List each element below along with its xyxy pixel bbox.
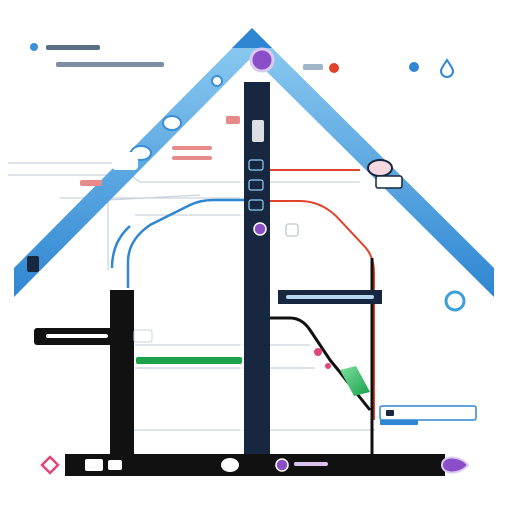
green-bar	[136, 357, 242, 364]
left-post	[110, 290, 153, 462]
node-icon	[162, 115, 182, 131]
roof-label-box	[375, 175, 403, 189]
end-node-icon	[440, 456, 470, 474]
red-annotations	[80, 116, 240, 186]
node-icon	[211, 75, 223, 87]
bottom-box	[85, 459, 103, 471]
column-panel	[252, 120, 264, 142]
bottom-bar	[40, 454, 470, 476]
top-right-icons	[303, 58, 466, 312]
bottom-bar-body	[65, 454, 445, 476]
ring-icon	[444, 290, 466, 312]
header-line-2	[56, 62, 164, 67]
small-square	[285, 223, 299, 237]
roof-nodes	[112, 47, 403, 189]
red-link-drop	[270, 200, 375, 420]
diamond-icon	[40, 455, 60, 475]
header-text-block	[30, 43, 164, 67]
node-icon	[275, 458, 289, 472]
node-icon	[221, 458, 239, 472]
apex-node-icon	[249, 47, 275, 73]
dot-icon	[325, 363, 331, 369]
roof-apex	[232, 28, 272, 48]
small-label	[303, 64, 323, 70]
dot-icon	[329, 63, 339, 73]
water-drop-icon	[439, 58, 455, 78]
roof-label-box	[112, 152, 138, 170]
left-label-pill	[34, 328, 128, 345]
blue-links	[110, 198, 244, 288]
center-label-bar	[278, 290, 382, 304]
pin-icon	[30, 43, 38, 51]
roof-left-end-cap	[27, 256, 39, 272]
blue-bar-right	[379, 405, 477, 425]
central-column	[240, 82, 299, 460]
dot-icon	[409, 62, 419, 72]
diagonal-connector	[270, 316, 372, 411]
column-node-icon	[253, 222, 267, 236]
left-post-body	[110, 290, 134, 462]
header-line-1	[46, 45, 100, 50]
dot-icon	[314, 348, 322, 356]
central-column-body	[244, 82, 270, 460]
red-links	[270, 169, 375, 420]
green-wedge	[340, 366, 370, 396]
node-icon	[367, 159, 393, 177]
